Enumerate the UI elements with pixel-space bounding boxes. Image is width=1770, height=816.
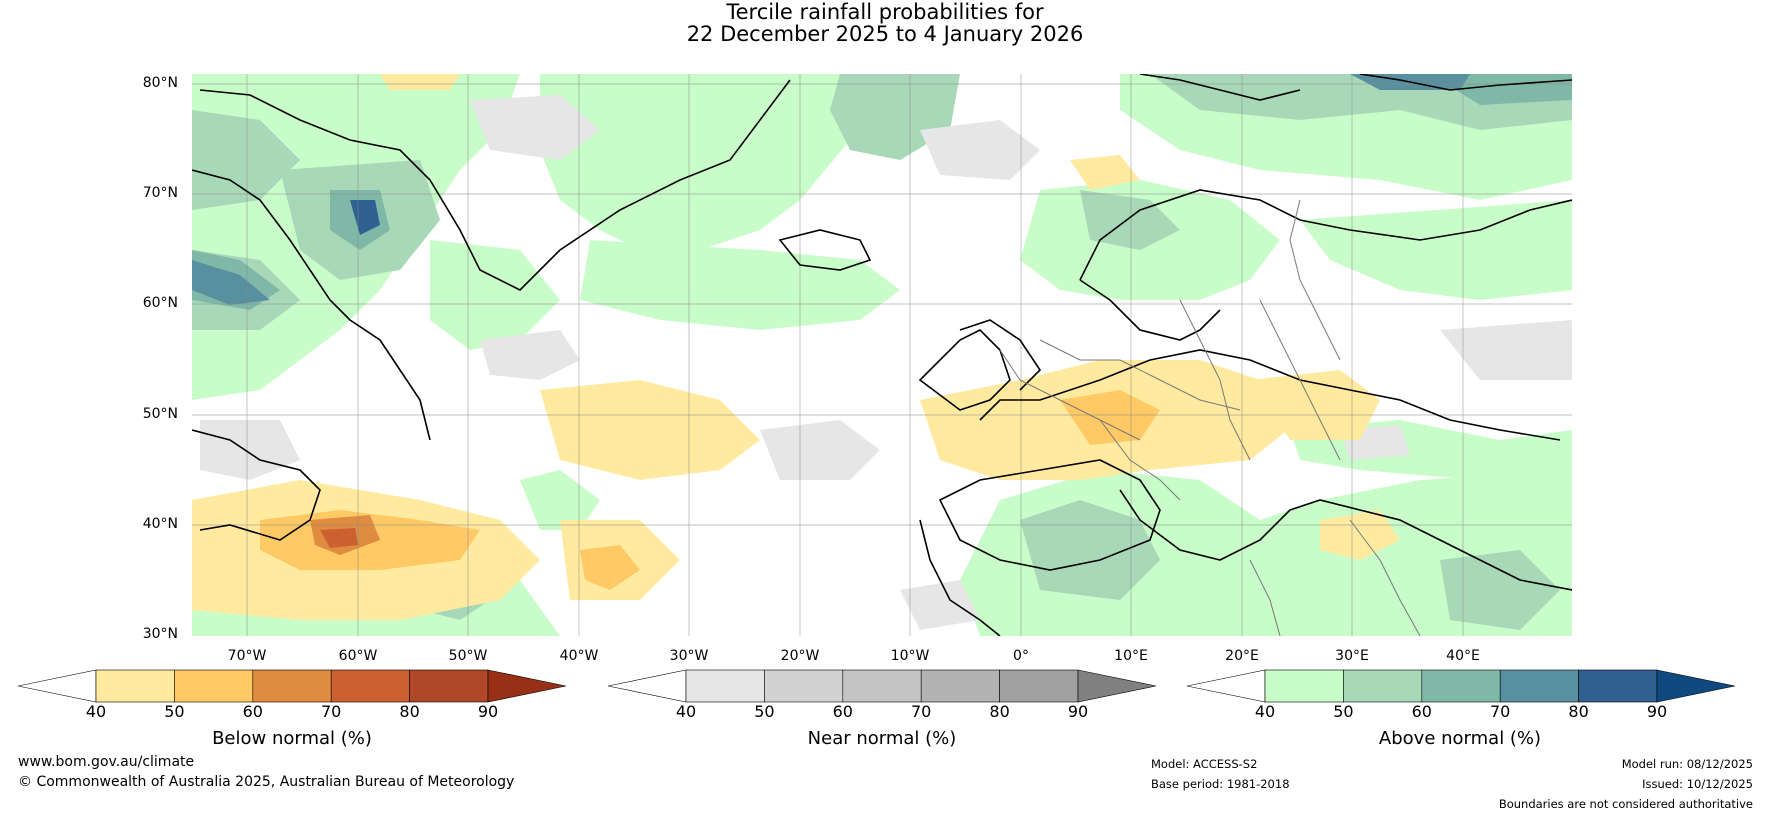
colorbar-tick-label: 80 <box>399 702 420 721</box>
lon-label-40w: 40°W <box>559 648 599 664</box>
colorbar-segment <box>1343 669 1423 703</box>
colorbar-segment <box>999 669 1079 703</box>
colorbar-below-normal <box>17 669 567 703</box>
colorbar-tick-label: 50 <box>754 702 775 721</box>
colorbar-tick-label: 80 <box>989 702 1010 721</box>
colorbar-tick-label: 70 <box>911 702 932 721</box>
colorbar-segment <box>95 669 175 703</box>
colorbar-tick-label: 80 <box>1568 702 1589 721</box>
colorbar-segment <box>1264 669 1344 703</box>
colorbar-low-extension <box>607 669 687 703</box>
country-borders <box>999 199 1421 636</box>
colorbar-label-above-normal: Above normal (%) <box>1378 728 1542 749</box>
colorbar-low-extension <box>17 669 97 703</box>
lon-label-20w: 20°W <box>780 648 820 664</box>
lon-label-0: 0° <box>1013 648 1029 664</box>
colorbar-tick-label: 90 <box>477 702 499 721</box>
footer-copyright: © Commonwealth of Australia 2025, Austra… <box>18 774 515 790</box>
lon-label-10w: 10°W <box>890 648 930 664</box>
gridlines <box>192 74 1572 636</box>
colorbar-high-extension <box>1656 669 1736 703</box>
colorbar-segment <box>1499 669 1579 703</box>
lat-label-50n: 50°N <box>142 406 178 422</box>
colorbar-high-extension <box>487 669 567 703</box>
lon-label-20e: 20°E <box>1225 648 1259 664</box>
lon-label-30e: 30°E <box>1335 648 1369 664</box>
colorbar-segment <box>409 669 489 703</box>
lon-label-30w: 30°W <box>669 648 709 664</box>
colorbar-tick-label: 90 <box>1067 702 1089 721</box>
colorbar-segment <box>1421 669 1501 703</box>
colorbar-label-below-normal: Below normal (%) <box>212 728 372 749</box>
lon-label-60w: 60°W <box>338 648 378 664</box>
coastlines <box>192 74 1572 636</box>
lat-label-30n: 30°N <box>142 626 178 642</box>
colorbar-tick-label: 70 <box>321 702 342 721</box>
colorbar-label-near-normal: Near normal (%) <box>807 728 957 749</box>
colorbar-tick-label: 70 <box>1490 702 1511 721</box>
colorbar-tick-label: 40 <box>675 702 697 721</box>
title-line-1: Tercile rainfall probabilities for <box>726 0 1044 24</box>
colorbar-segment <box>330 669 410 703</box>
lon-label-50w: 50°W <box>448 648 488 664</box>
colorbar-above-normal <box>1186 669 1736 703</box>
colorbar-segment <box>174 669 254 703</box>
lat-label-40n: 40°N <box>142 516 178 532</box>
lat-label-70n: 70°N <box>142 185 178 201</box>
footer-model: Model: ACCESS-S2 <box>1151 757 1258 771</box>
footer-model-run: Model run: 08/12/2025 <box>1621 757 1753 771</box>
colorbar-segment <box>685 669 765 703</box>
lat-label-80n: 80°N <box>142 75 178 91</box>
lat-label-60n: 60°N <box>142 295 178 311</box>
colorbar-tick-label: 40 <box>1254 702 1276 721</box>
title-line-2: 22 December 2025 to 4 January 2026 <box>686 22 1084 46</box>
footer-issued: Issued: 10/12/2025 <box>1642 777 1753 791</box>
colorbar-tick-label: 90 <box>1646 702 1668 721</box>
colorbar-tick-label: 50 <box>164 702 185 721</box>
colorbar-segment <box>1578 669 1658 703</box>
colorbar-tick-label: 50 <box>1333 702 1354 721</box>
colorbar-tick-label: 60 <box>832 702 853 721</box>
above-normal-strong-shading <box>192 74 1572 630</box>
colorbar-segment <box>764 669 844 703</box>
colorbar-segment <box>920 669 1000 703</box>
colorbar-tick-label: 60 <box>1411 702 1432 721</box>
lon-label-70w: 70°W <box>227 648 267 664</box>
colorbar-high-extension <box>1077 669 1157 703</box>
colorbar-segment <box>252 669 332 703</box>
colorbar-segment <box>842 669 922 703</box>
footer-website: www.bom.gov.au/climate <box>18 754 195 770</box>
colorbars <box>17 669 1736 703</box>
lon-label-10e: 10°E <box>1114 648 1148 664</box>
colorbar-low-extension <box>1186 669 1266 703</box>
colorbar-tick-label: 40 <box>85 702 107 721</box>
footer-base-period: Base period: 1981-2018 <box>1151 777 1290 791</box>
near-normal-shading <box>200 95 1572 630</box>
lon-label-40e: 40°E <box>1446 648 1480 664</box>
footer-disclaimer: Boundaries are not considered authoritat… <box>1498 797 1753 811</box>
colorbar-tick-label: 60 <box>242 702 263 721</box>
colorbar-near-normal <box>607 669 1157 703</box>
